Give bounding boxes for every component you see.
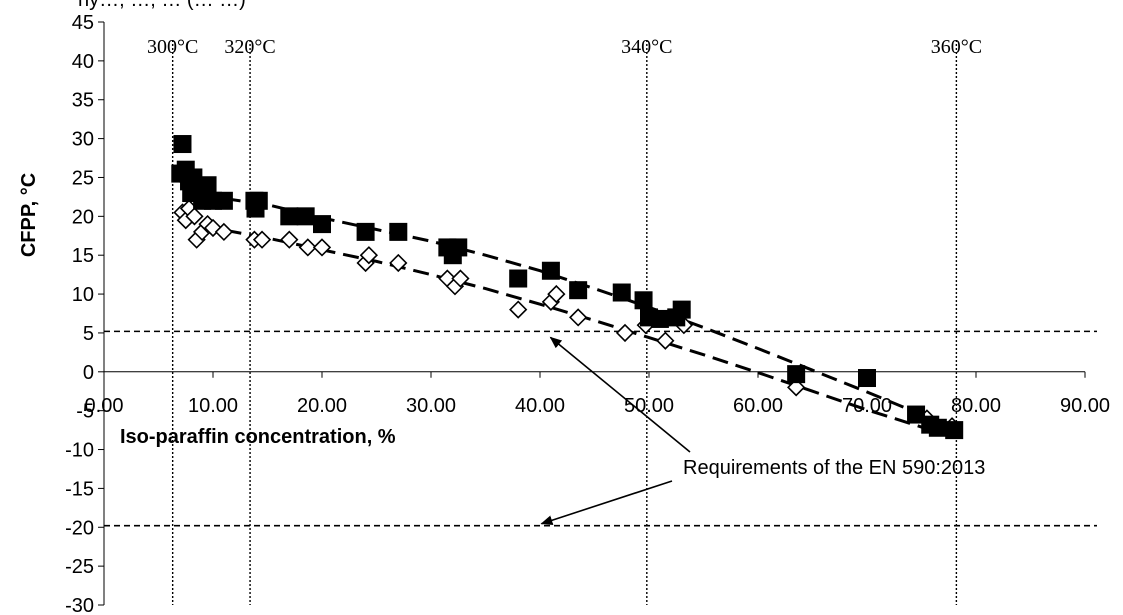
data-point-diamond	[569, 308, 588, 327]
annotation-text: Requirements of the EN 590:2013	[683, 457, 985, 479]
x-axis-label: Iso-paraffin concentration, %	[120, 426, 396, 448]
trendline	[179, 213, 955, 437]
data-point-square	[184, 168, 203, 187]
data-point-square	[214, 191, 233, 210]
data-point-diamond	[280, 230, 299, 249]
x-tick-label: 20.00	[297, 395, 347, 417]
x-tick-label: 80.00	[951, 395, 1001, 417]
data-point-square	[569, 281, 588, 300]
data-point-diamond	[185, 207, 204, 226]
data-point-diamond	[656, 331, 675, 350]
data-point-square	[173, 135, 192, 154]
data-point-diamond	[451, 269, 470, 288]
x-tick-label: 40.00	[515, 395, 565, 417]
x-axis-ticks: 0.00 10.00 20.00 30.00 40.00 50.00 60.00 70.00 8…	[85, 371, 1110, 417]
y-tick-label: 5	[83, 323, 94, 345]
data-point-square	[634, 291, 653, 310]
y-tick-label: 35	[72, 90, 94, 112]
y-tick-label: -10	[65, 440, 94, 462]
data-point-diamond	[389, 253, 408, 273]
data-point-square	[787, 365, 806, 384]
axes	[103, 22, 1085, 605]
chart-header-fragment: ny…, …, … (… …)	[78, 0, 246, 11]
x-tick-label: 60.00	[733, 395, 783, 417]
x-tick-label: 70.00	[842, 395, 892, 417]
x-tick-label: 10.00	[188, 395, 238, 417]
data-point-square	[650, 309, 669, 328]
y-tick-label: 45	[72, 12, 94, 34]
data-point-diamond	[615, 323, 635, 343]
data-points	[171, 135, 964, 440]
annotation-arrow	[549, 336, 691, 453]
temperature-markers: 300°C 320°C 340°C 360°C	[147, 36, 982, 605]
trendlines	[179, 180, 955, 437]
annotation-arrow	[540, 480, 673, 526]
y-tick-label: -20	[65, 517, 94, 539]
data-point-diamond	[509, 300, 528, 319]
data-point-diamond	[359, 246, 379, 265]
x-tick-label: 0.00	[85, 395, 124, 417]
data-point-diamond	[252, 230, 272, 249]
data-point-diamond	[787, 378, 806, 397]
data-point-square	[541, 261, 560, 280]
x-tick-label: 50.00	[624, 395, 674, 417]
data-point-square	[907, 405, 926, 424]
data-point-square	[389, 222, 408, 241]
data-point-diamond	[312, 238, 332, 257]
y-axis-ticks: -30 -25 -20 -15 -10 -5 0 5 10 15 20 25 30 35 40 45	[65, 12, 104, 615]
data-point-square	[612, 283, 631, 302]
data-point-square	[313, 215, 331, 234]
y-tick-label: 30	[72, 129, 94, 151]
y-tick-label: 0	[83, 362, 94, 384]
data-point-square	[356, 222, 375, 241]
x-tick-label: 90.00	[1060, 395, 1110, 417]
y-tick-label: 15	[72, 245, 94, 267]
temperature-label: 320°C	[224, 36, 275, 58]
y-tick-label: 25	[72, 167, 94, 189]
data-point-square	[443, 246, 462, 265]
data-point-square	[280, 207, 299, 226]
y-tick-label: 40	[72, 51, 94, 73]
x-tick-label: 30.00	[406, 395, 456, 417]
reference-lines	[104, 330, 1097, 527]
data-point-square	[858, 369, 876, 388]
data-point-square	[672, 300, 691, 319]
y-axis-label: CFPP, °C	[18, 173, 40, 257]
data-point-diamond	[298, 238, 317, 257]
temperature-label: 340°C	[621, 36, 672, 58]
data-point-square	[945, 421, 964, 440]
data-point-square	[198, 176, 217, 195]
y-tick-label: -5	[76, 401, 94, 423]
data-point-diamond	[214, 222, 234, 242]
data-point-diamond	[547, 284, 566, 304]
data-point-square	[296, 207, 315, 226]
data-point-square	[509, 269, 528, 288]
data-point-square	[928, 418, 947, 437]
annotation-arrows	[540, 336, 691, 526]
y-tick-label: -15	[65, 478, 94, 500]
data-point-square	[246, 199, 265, 218]
y-tick-label: -30	[65, 595, 94, 615]
y-tick-label: 20	[72, 206, 94, 228]
temperature-label: 360°C	[931, 36, 982, 58]
y-tick-label: -25	[65, 556, 94, 578]
temperature-label: 300°C	[147, 36, 198, 58]
y-tick-label: 10	[72, 284, 94, 306]
